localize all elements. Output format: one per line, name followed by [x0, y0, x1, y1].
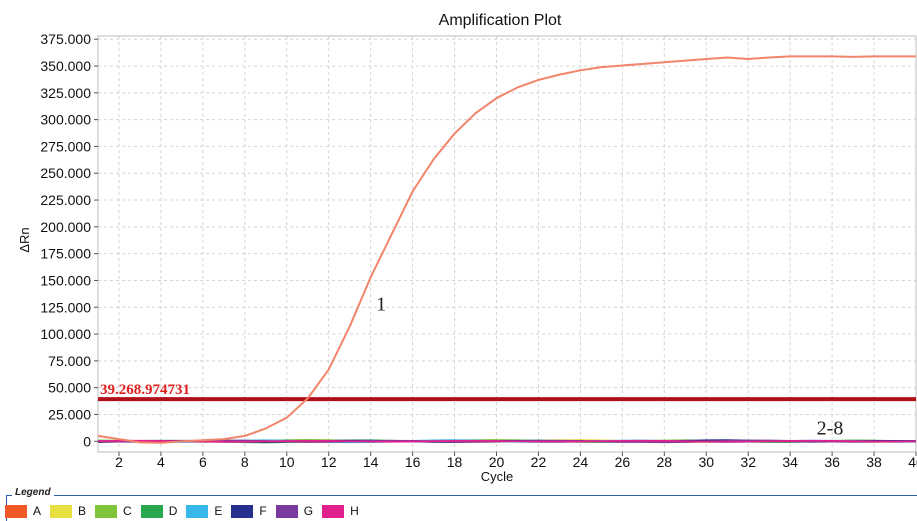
y-tick-label: 375.000 [40, 31, 91, 47]
legend-item: A [5, 504, 41, 518]
legend-swatch [186, 504, 209, 518]
x-tick-label: 28 [657, 454, 673, 470]
legend-label: F [259, 504, 267, 518]
legend-swatch [322, 504, 345, 518]
y-tick-label: 275.000 [40, 138, 91, 154]
y-tick-label: 25.000 [48, 406, 91, 422]
y-axis-title: ΔRn [17, 227, 32, 252]
y-tick-label: 50.000 [48, 380, 91, 396]
x-tick-label: 24 [573, 454, 589, 470]
x-tick-label: 18 [447, 454, 463, 470]
annotation-layer: 1 2-8 [376, 293, 843, 439]
x-tick-label: 38 [866, 454, 882, 470]
x-tick-label: 12 [321, 454, 337, 470]
legend-label: D [168, 504, 178, 518]
grid-lines [98, 36, 917, 452]
y-tick-label: 200.000 [40, 219, 91, 235]
x-tick-label: 40 [908, 454, 917, 470]
annotation-label: 2-8 [817, 417, 844, 439]
legend-swatch [275, 504, 298, 518]
legend-label: C [123, 504, 132, 518]
y-tick-label: 75.000 [48, 353, 91, 369]
x-tick-label: 6 [199, 454, 207, 470]
x-tick-label: 8 [241, 454, 249, 470]
x-tick-label: 26 [615, 454, 631, 470]
legend-item: D [140, 504, 178, 518]
y-tick-label: 225.000 [40, 192, 91, 208]
legend-swatch [95, 504, 118, 518]
legend-swatch [231, 504, 254, 518]
y-tick-label: 125.000 [40, 299, 91, 315]
plot-area-frame [97, 35, 917, 453]
legend-items: A B C D E F G H [5, 504, 368, 518]
y-tick-label: 250.000 [40, 165, 91, 181]
legend-item: F [231, 504, 267, 518]
legend-item: G [275, 504, 314, 518]
legend-label: E [214, 504, 223, 518]
x-axis-title: Cycle [481, 469, 514, 484]
x-tick-label: 2 [115, 454, 123, 470]
annotation-label: 1 [376, 293, 386, 315]
y-tick-label: 350.000 [40, 58, 91, 74]
y-tick-label: 100.000 [40, 326, 91, 342]
amplification-plot-chart: Amplification Plot 39.268.974731 0 25.000… [17, 12, 917, 484]
y-tick-label: 300.000 [40, 112, 91, 128]
chart-title: Amplification Plot [439, 12, 562, 29]
legend-swatch [50, 504, 73, 518]
series-line-a [97, 55, 916, 444]
legend-item: C [95, 504, 132, 518]
y-tick-label: 0 [83, 433, 91, 449]
legend-item: B [50, 504, 86, 518]
y-tick-label: 325.000 [40, 85, 91, 101]
x-tick-label: 20 [489, 454, 505, 470]
series-layer [97, 55, 917, 444]
legend-label: B [78, 504, 87, 518]
x-tick-label: 10 [279, 454, 295, 470]
x-tick-label: 16 [405, 454, 421, 470]
legend: Legend A B C D E F G H [0, 487, 917, 521]
x-axis-ticks: 246810121416182022242628303234363840 [115, 452, 917, 470]
legend-label: G [303, 504, 314, 518]
legend-label: A [33, 504, 42, 518]
x-tick-label: 30 [698, 454, 714, 470]
x-tick-label: 34 [782, 454, 798, 470]
threshold-layer: 39.268.974731 [98, 382, 916, 402]
x-tick-label: 14 [363, 454, 379, 470]
y-tick-label: 150.000 [40, 272, 91, 288]
x-tick-label: 32 [740, 454, 756, 470]
legend-label: H [350, 504, 359, 518]
x-tick-label: 36 [824, 454, 840, 470]
legend-item: H [322, 504, 359, 518]
series-line-h [97, 439, 917, 443]
legend-item: E [186, 504, 222, 518]
legend-title: Legend [12, 487, 54, 498]
y-axis-ticks: 0 25.000 50.000 75.000 100.000 125.000 150.000… [40, 31, 98, 449]
legend-swatch [140, 504, 163, 518]
x-tick-label: 4 [157, 454, 165, 470]
y-tick-label: 175.000 [40, 246, 91, 262]
threshold-label: 39.268.974731 [100, 382, 190, 398]
x-tick-label: 22 [531, 454, 547, 470]
legend-swatch [5, 504, 27, 518]
